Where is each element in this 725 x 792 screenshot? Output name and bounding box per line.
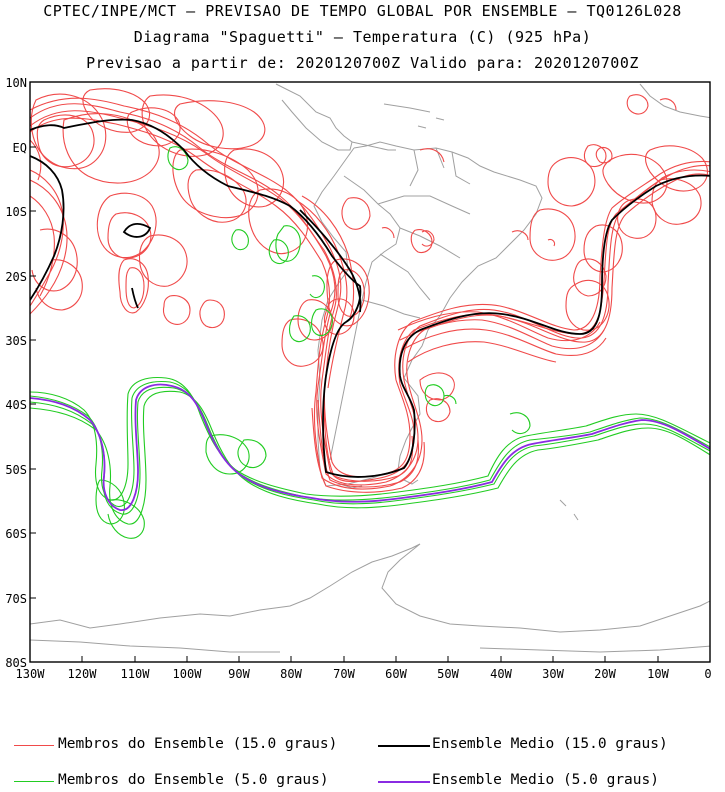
longitude-labels: 130W 120W 110W 100W 90W 80W 70W 60W 50W … bbox=[16, 667, 712, 681]
legend-swatch-members-5 bbox=[14, 781, 54, 782]
map-title-line-1: CPTEC/INPE/MCT – PREVISAO DE TEMPO GLOBA… bbox=[43, 2, 682, 20]
ensemble-mean-5 bbox=[30, 383, 710, 511]
lon-label-130w: 130W bbox=[16, 667, 46, 681]
lon-label-80w: 80W bbox=[280, 667, 302, 681]
lat-label-10n: 10N bbox=[5, 76, 27, 90]
lat-label-40s: 40S bbox=[5, 398, 27, 412]
lon-label-90w: 90W bbox=[228, 667, 250, 681]
lon-label-60w: 60W bbox=[385, 667, 407, 681]
lat-label-80s: 80S bbox=[5, 656, 27, 670]
lon-label-110w: 110W bbox=[121, 667, 151, 681]
lat-label-eq: EQ bbox=[13, 141, 27, 155]
map-title-line-2: Diagrama "Spaguetti" – Temperatura (C) (… bbox=[133, 28, 592, 46]
lon-label-30w: 30W bbox=[542, 667, 564, 681]
legend-label-mean-15: Ensemble Medio (15.0 graus) bbox=[432, 736, 668, 752]
ensemble-members-15 bbox=[30, 88, 710, 493]
lat-label-60s: 60S bbox=[5, 527, 27, 541]
latitude-labels: 10N EQ 10S 20S 30S 40S 50S 60S 70S 80S bbox=[5, 76, 27, 670]
legend-label-members-5: Membros do Ensemble (5.0 graus) bbox=[58, 772, 329, 788]
lat-label-50s: 50S bbox=[5, 463, 27, 477]
legend-label-mean-5: Ensemble Medio (5.0 graus) bbox=[432, 772, 659, 788]
lat-label-20s: 20S bbox=[5, 270, 27, 284]
lon-label-20w: 20W bbox=[594, 667, 616, 681]
latitude-axis bbox=[30, 81, 36, 599]
lon-label-10w: 10W bbox=[647, 667, 669, 681]
legend-swatch-mean-15 bbox=[378, 745, 430, 747]
coastlines bbox=[30, 83, 710, 653]
longitude-axis bbox=[81, 656, 659, 662]
lon-label-70w: 70W bbox=[333, 667, 355, 681]
legend-swatch-members-15 bbox=[14, 745, 54, 746]
lon-label-100w: 100W bbox=[173, 667, 203, 681]
lat-label-10s: 10S bbox=[5, 205, 27, 219]
legend-label-members-15: Membros do Ensemble (15.0 graus) bbox=[58, 736, 338, 752]
map-title-line-3: Previsao a partir de: 2020120700Z Valido… bbox=[86, 54, 639, 72]
lon-label-120w: 120W bbox=[68, 667, 98, 681]
lon-label-50w: 50W bbox=[437, 667, 459, 681]
lat-label-70s: 70S bbox=[5, 592, 27, 606]
map-frame bbox=[29, 81, 711, 663]
lon-label-0: 0 bbox=[704, 667, 711, 681]
legend-swatch-mean-5 bbox=[378, 781, 430, 783]
lon-label-40w: 40W bbox=[490, 667, 512, 681]
ensemble-mean-15 bbox=[30, 118, 710, 478]
lat-label-30s: 30S bbox=[5, 334, 27, 348]
